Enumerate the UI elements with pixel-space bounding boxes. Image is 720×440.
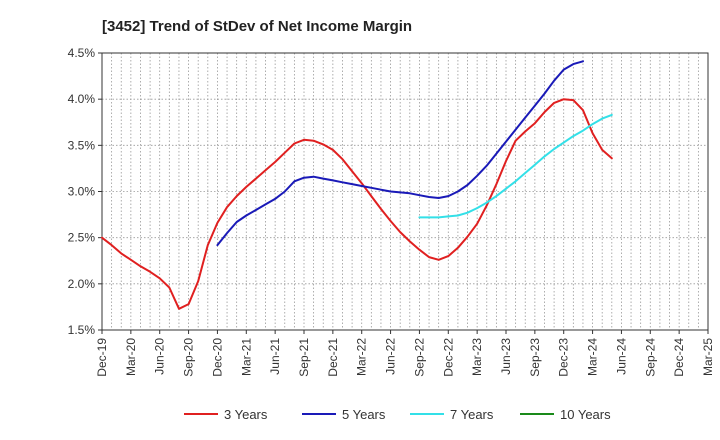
y-tick-label: 3.0%	[68, 185, 96, 199]
x-tick-label: Sep-22	[412, 338, 426, 377]
x-tick-label: Jun-23	[499, 338, 513, 375]
x-tick-label: Dec-20	[210, 338, 224, 377]
y-tick-label: 1.5%	[68, 323, 96, 337]
x-tick-label: Sep-20	[182, 338, 196, 377]
legend-label: 5 Years	[342, 407, 386, 422]
legend: 3 Years 5 Years 7 Years 10 Years	[184, 407, 611, 422]
legend-label: 10 Years	[560, 407, 611, 422]
grid	[102, 53, 708, 330]
x-tick-label: Jun-20	[153, 338, 167, 375]
chart-title: [3452] Trend of StDev of Net Income Marg…	[102, 18, 412, 35]
y-tick-label: 2.5%	[68, 231, 96, 245]
x-tick-label: Sep-24	[643, 338, 657, 377]
x-axis: Dec-19 Mar-20 Jun-20 Sep-20 Dec-20 Mar-21 Jun-…	[95, 330, 715, 377]
series-group	[101, 60, 613, 310]
x-tick-label: Jun-22	[384, 338, 398, 375]
series-line-7-years	[418, 113, 613, 219]
legend-label: 7 Years	[450, 407, 494, 422]
y-axis: 1.5% 2.0% 2.5% 3.0% 3.5% 4.0% 4.5%	[68, 46, 102, 337]
x-tick-label: Dec-19	[95, 338, 109, 377]
y-tick-label: 3.5%	[68, 138, 96, 152]
x-tick-label: Dec-22	[441, 338, 455, 377]
x-tick-label: Mar-24	[586, 338, 600, 376]
series-line-3-years	[101, 98, 613, 310]
x-tick-label: Jun-21	[268, 338, 282, 375]
x-tick-label: Mar-22	[355, 338, 369, 376]
x-tick-label: Sep-23	[528, 338, 542, 377]
x-tick-label: Dec-24	[672, 338, 686, 377]
x-tick-label: Sep-21	[297, 338, 311, 377]
y-tick-label: 2.0%	[68, 277, 96, 291]
legend-label: 3 Years	[224, 407, 268, 422]
x-tick-label: Mar-23	[470, 338, 484, 376]
x-tick-label: Mar-25	[701, 338, 715, 376]
x-tick-label: Dec-23	[557, 338, 571, 377]
series-line-5-years	[216, 60, 584, 247]
x-tick-label: Mar-20	[124, 338, 138, 376]
y-tick-label: 4.0%	[68, 92, 96, 106]
x-tick-label: Mar-21	[239, 338, 253, 376]
x-tick-label: Jun-24	[614, 338, 628, 375]
x-tick-label: Dec-21	[326, 338, 340, 377]
y-tick-label: 4.5%	[68, 46, 96, 60]
